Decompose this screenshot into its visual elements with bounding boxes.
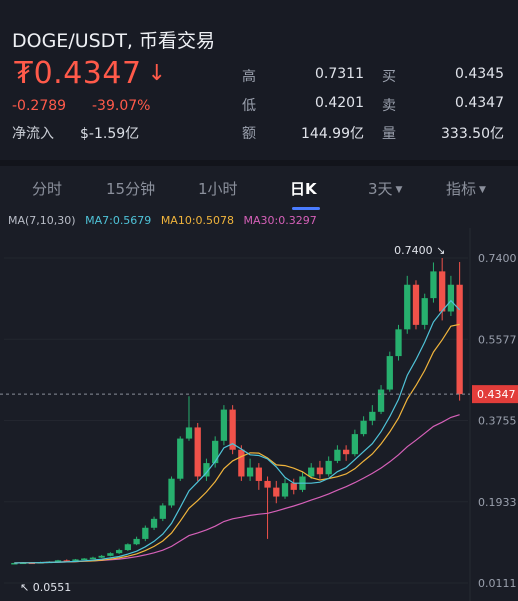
low-value: 0.4201 [315, 95, 364, 111]
candle-body [334, 449, 341, 461]
candle-body [168, 478, 175, 506]
candle-body [308, 467, 315, 477]
candle-body [421, 298, 428, 325]
tab-15min[interactable]: 15分钟 [106, 180, 156, 198]
down-arrow-icon: ↓ [147, 61, 167, 86]
ma7-value: MA7:0.5679 [85, 214, 152, 227]
ma30-line [14, 414, 460, 564]
sell-label: 卖 [382, 98, 396, 114]
caret-down-icon: ▼ [479, 185, 486, 195]
net-flow-value: $-1.59亿 [80, 126, 140, 142]
volume-value: 333.50亿 [441, 126, 504, 142]
y-tick-label: 0.5577 [478, 333, 517, 346]
candle-body [351, 434, 359, 455]
candle-body [238, 449, 245, 477]
candle-body [54, 560, 62, 562]
amount-value: 144.99亿 [301, 126, 364, 142]
candle-body [404, 284, 411, 330]
candlestick-chart[interactable]: 0.4347 0.7400 0.5577 0.3755 0.1933 0.0111 0.74… [0, 228, 518, 601]
tab-timeline[interactable]: 分时 [32, 180, 63, 198]
high-label: 高 [242, 69, 256, 85]
candle-body [281, 483, 289, 497]
tab-3day[interactable]: 3天 ▼ [368, 178, 402, 199]
last-price: ₮0.4347 ↓ [14, 56, 167, 91]
candle-body [377, 389, 385, 412]
candle-body [11, 562, 18, 565]
net-flow-label: 净流入 [12, 126, 54, 142]
tab-indicators-label: 指标 [446, 180, 477, 198]
buy-value: 0.4345 [455, 66, 504, 82]
candle-body [325, 460, 332, 475]
candle-body [386, 356, 393, 390]
candle-body [447, 284, 455, 312]
candle-body [142, 527, 149, 539]
tab-3day-label: 3天 [368, 180, 393, 198]
current-price-label: 0.4347 [477, 388, 516, 401]
candle-body [159, 505, 166, 519]
candle-body [430, 271, 437, 299]
candle-body [369, 411, 376, 421]
candle-body [342, 449, 350, 455]
ma-params: MA(7,10,30) [8, 214, 76, 227]
change-percent: -39.07% [92, 98, 151, 114]
candle-body [177, 438, 184, 479]
candle-body [63, 560, 70, 562]
max-price-marker: 0.7400 ↘ [394, 244, 445, 257]
ticker-header: DOGE/USDT, 币看交易 ₮0.4347 ↓ -0.2789 -39.07%… [0, 0, 518, 160]
candle-body [194, 427, 201, 477]
candle-body [229, 409, 236, 450]
y-tick-label: 0.7400 [478, 252, 517, 265]
candle-body [72, 559, 79, 561]
candle-body [115, 550, 123, 554]
candle-body [412, 284, 420, 325]
y-tick-label: 0.3755 [478, 415, 517, 428]
amount-label: 额 [242, 126, 256, 142]
ma-legend: MA(7,10,30) MA7:0.5679 MA10:0.5078 MA30:… [8, 214, 323, 227]
y-tick-label: 0.1933 [478, 496, 517, 509]
candle-body [124, 544, 132, 551]
candle-body [98, 555, 105, 558]
candle-body [290, 483, 297, 490]
candle-body [395, 329, 402, 357]
section-divider [0, 160, 518, 166]
sell-value: 0.4347 [455, 95, 504, 111]
ma10-value: MA10:0.5078 [160, 214, 235, 227]
buy-label: 买 [382, 69, 396, 85]
active-tab-indicator [292, 207, 320, 210]
current-price-badge [472, 385, 518, 404]
candle-body [360, 420, 367, 435]
volume-label: 量 [382, 126, 396, 142]
candle-body [81, 558, 88, 561]
candle-body [220, 409, 228, 441]
tab-daily-k[interactable]: 日K [290, 180, 317, 198]
change-absolute: -0.2789 [12, 98, 67, 114]
min-price-marker: ↖ 0.0551 [20, 581, 71, 594]
candle-body [107, 553, 114, 556]
caret-down-icon: ▼ [395, 185, 403, 195]
ma30-value: MA30:0.3297 [243, 214, 317, 227]
candle-body [273, 487, 280, 497]
ma7-line [14, 299, 461, 564]
candle-body [212, 440, 219, 464]
tab-indicators[interactable]: 指标 ▼ [446, 178, 486, 199]
candle-body [203, 463, 210, 477]
candle-body [246, 467, 254, 477]
last-price-value: ₮0.4347 [14, 56, 142, 91]
candle-body [185, 427, 193, 439]
candle-body [150, 518, 158, 528]
candle-body [439, 271, 446, 312]
candle-body [456, 284, 463, 395]
interval-tabs: 分时 15分钟 1小时 日K 3天 ▼ 指标 ▼ [0, 166, 518, 212]
high-value: 0.7311 [315, 66, 364, 82]
y-tick-label: 0.0111 [478, 577, 517, 590]
candle-body [255, 467, 262, 481]
candle-body [133, 538, 140, 545]
pair-title[interactable]: DOGE/USDT, 币看交易 [12, 30, 215, 52]
tab-1hour[interactable]: 1小时 [198, 180, 238, 198]
low-label: 低 [242, 98, 256, 114]
candle-body [264, 480, 271, 488]
candle-body [89, 557, 97, 560]
candle-body [316, 467, 324, 475]
